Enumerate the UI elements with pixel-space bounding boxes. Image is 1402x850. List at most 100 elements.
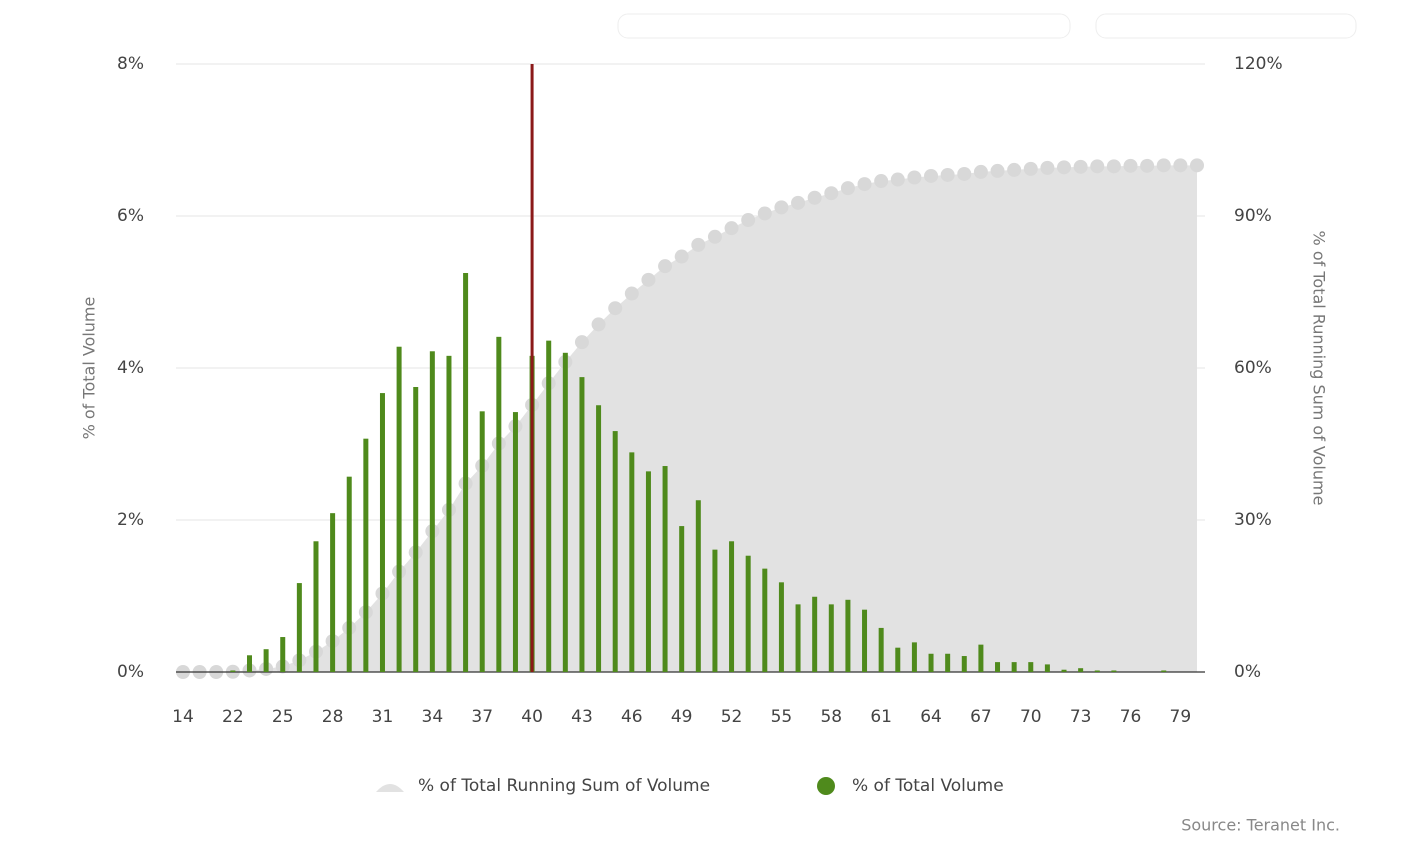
x-tick-label: 14 [172, 707, 194, 727]
x-tick-label: 28 [322, 707, 344, 727]
area-point [591, 317, 606, 332]
bar [845, 599, 851, 672]
bar [745, 555, 751, 672]
bar [496, 336, 502, 672]
bar [396, 346, 402, 672]
bar [762, 568, 768, 672]
area-point [940, 167, 955, 182]
y2-tick-label: 60% [1234, 358, 1272, 378]
bar [330, 513, 336, 672]
area-point [990, 163, 1005, 178]
legend-swatch [376, 784, 404, 792]
bar [463, 273, 469, 672]
bar [246, 655, 252, 672]
area-point [624, 286, 639, 301]
area-point [1090, 159, 1105, 174]
area-point [757, 206, 772, 221]
bar [911, 642, 917, 672]
bar [662, 466, 668, 672]
bar [1044, 664, 1050, 672]
x-tick-label: 64 [920, 707, 942, 727]
bar [878, 627, 884, 672]
area-point [924, 168, 939, 183]
x-tick-label: 46 [621, 707, 643, 727]
x-tick-label: 61 [870, 707, 892, 727]
bar [512, 412, 518, 672]
area-point [658, 259, 673, 274]
area-point [840, 181, 855, 196]
y-tick-label: 2% [117, 510, 144, 530]
source: Source: Teranet Inc. [1181, 816, 1340, 835]
top-box [617, 13, 1071, 39]
x-tick-label: 58 [820, 707, 842, 727]
area-point [973, 164, 988, 179]
area-point [791, 195, 806, 210]
bar [1061, 669, 1067, 672]
area-point [1023, 161, 1038, 176]
area-point [741, 213, 756, 228]
y2-tick-label: 30% [1234, 510, 1272, 530]
area-point [1173, 158, 1188, 173]
bar [679, 526, 685, 672]
x-tick-label: 25 [272, 707, 294, 727]
top-box [1095, 13, 1357, 39]
x-tick-label: 67 [970, 707, 992, 727]
area-point [774, 200, 789, 215]
bar [612, 431, 618, 672]
x-tick-label: 55 [771, 707, 793, 727]
area-point [674, 249, 689, 264]
bar [961, 656, 967, 672]
area-point [857, 177, 872, 192]
area-point [691, 237, 706, 252]
bar [363, 438, 369, 672]
x-tick-label: 34 [422, 707, 444, 727]
bar [296, 583, 302, 672]
bar [1011, 662, 1017, 672]
x-tick-label: 22 [222, 707, 244, 727]
area-point [890, 172, 905, 187]
area-point [957, 166, 972, 181]
legend-swatch [817, 777, 835, 795]
x-tick-label: 49 [671, 707, 693, 727]
bar [446, 355, 452, 672]
x-tick-label: 52 [721, 707, 743, 727]
area-point [707, 229, 722, 244]
y-tick-label: 8% [117, 54, 144, 74]
bar [230, 670, 236, 672]
bar [546, 340, 552, 672]
bar [413, 387, 419, 672]
y-tick-label: 0% [117, 662, 144, 682]
bar [263, 649, 269, 672]
bar [795, 604, 801, 672]
y2-axis-title: % of Total Running Sum of Volume [1310, 231, 1329, 506]
x-tick-label: 43 [571, 707, 593, 727]
bar [862, 609, 868, 672]
y2-tick-label: 120% [1234, 54, 1283, 74]
area-point [807, 190, 822, 205]
y2-tick-label: 90% [1234, 206, 1272, 226]
area-point [1007, 162, 1022, 177]
area-point [724, 221, 739, 236]
area-point [1156, 158, 1171, 173]
area-point [1140, 158, 1155, 173]
legend-item: % of Total Volume [817, 776, 1004, 796]
y-tick-label: 4% [117, 358, 144, 378]
bar [313, 541, 319, 672]
area-point [641, 272, 656, 287]
bar [429, 351, 435, 672]
bar [1161, 670, 1167, 672]
bar [978, 644, 984, 672]
x-tick-label: 73 [1070, 707, 1092, 727]
bar [645, 471, 651, 672]
bar [778, 582, 784, 672]
x-tick-label: 79 [1170, 707, 1192, 727]
y-axis-title: % of Total Volume [80, 297, 99, 440]
bar [1094, 670, 1100, 672]
bar [712, 549, 718, 672]
bar [812, 596, 818, 672]
bar [280, 637, 286, 672]
bar [579, 377, 585, 672]
area-point [874, 174, 889, 189]
area-point [1190, 158, 1204, 173]
